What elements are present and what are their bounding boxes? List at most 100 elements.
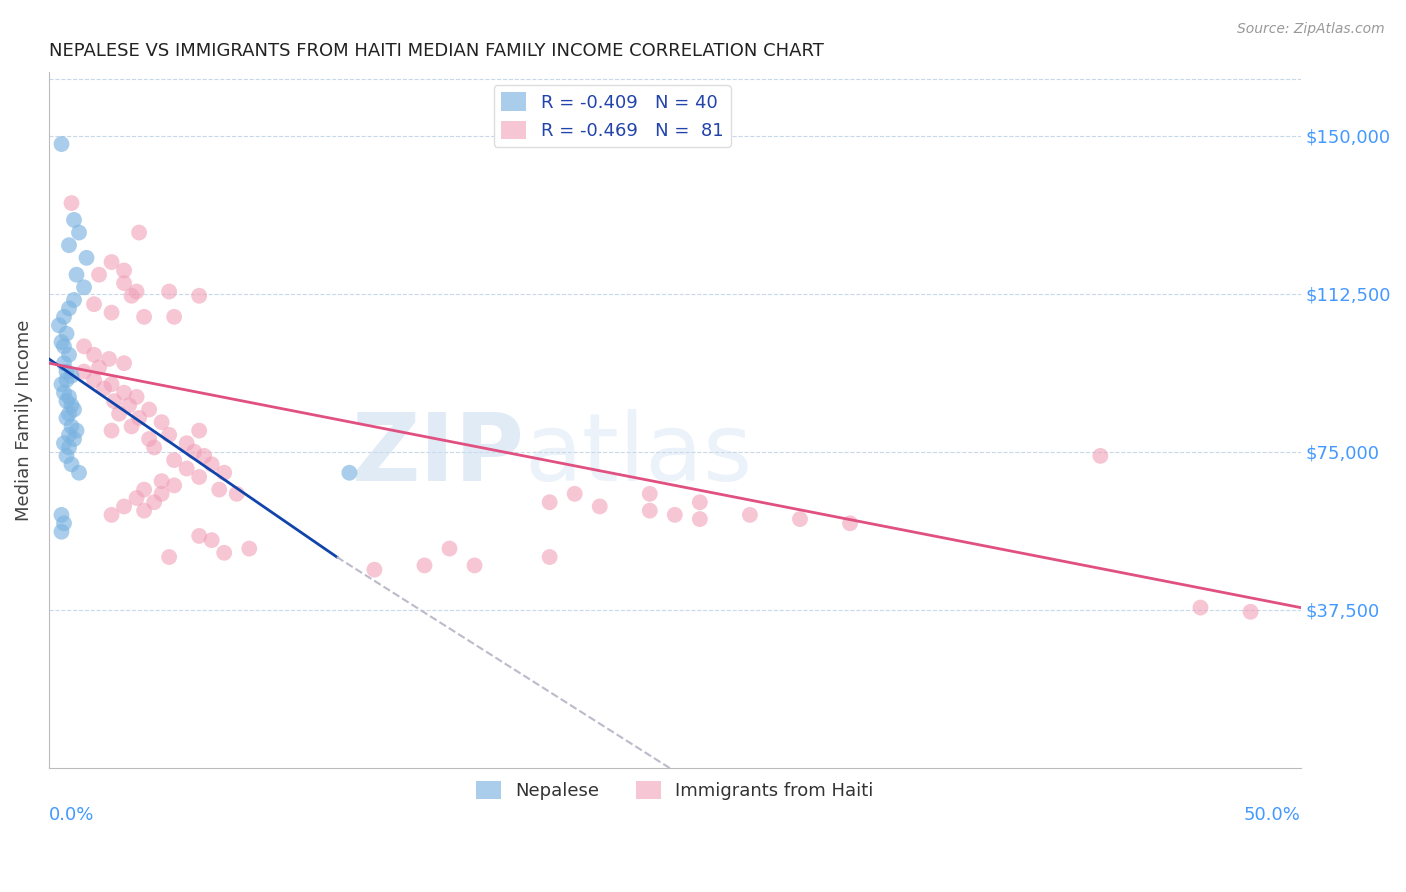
Point <box>150 415 173 429</box>
Point <box>201 533 224 548</box>
Point <box>73 365 96 379</box>
Point <box>638 503 661 517</box>
Point <box>789 512 811 526</box>
Point <box>118 398 141 412</box>
Point <box>188 424 211 438</box>
Point <box>163 453 186 467</box>
Point <box>638 487 661 501</box>
Point <box>121 419 143 434</box>
Point <box>143 441 166 455</box>
Point <box>1239 605 1261 619</box>
Point <box>150 487 173 501</box>
Point <box>212 546 235 560</box>
Y-axis label: Median Family Income: Median Family Income <box>15 319 32 521</box>
Point <box>738 508 761 522</box>
Point <box>689 495 711 509</box>
Point <box>100 508 122 522</box>
Point <box>58 238 80 252</box>
Point <box>193 449 215 463</box>
Point <box>157 427 180 442</box>
Point <box>55 365 77 379</box>
Text: 50.0%: 50.0% <box>1244 806 1301 824</box>
Point <box>363 563 385 577</box>
Text: atlas: atlas <box>524 409 752 500</box>
Point <box>76 251 98 265</box>
Point <box>51 524 73 539</box>
Text: ZIP: ZIP <box>352 409 524 500</box>
Point <box>112 276 135 290</box>
Point <box>100 305 122 319</box>
Point <box>67 226 90 240</box>
Point <box>121 289 143 303</box>
Point <box>212 466 235 480</box>
Point <box>60 196 83 211</box>
Point <box>73 280 96 294</box>
Point <box>58 390 80 404</box>
Point <box>55 411 77 425</box>
Point <box>67 466 90 480</box>
Point <box>51 335 73 350</box>
Point <box>464 558 486 573</box>
Point <box>63 213 86 227</box>
Text: NEPALESE VS IMMIGRANTS FROM HAITI MEDIAN FAMILY INCOME CORRELATION CHART: NEPALESE VS IMMIGRANTS FROM HAITI MEDIAN… <box>49 42 824 60</box>
Point <box>83 348 105 362</box>
Point <box>58 407 80 421</box>
Point <box>157 549 180 564</box>
Point <box>93 381 115 395</box>
Point <box>60 458 83 472</box>
Point <box>183 444 205 458</box>
Point <box>55 449 77 463</box>
Point <box>53 516 76 531</box>
Point <box>55 373 77 387</box>
Point <box>188 289 211 303</box>
Point <box>112 385 135 400</box>
Point <box>63 402 86 417</box>
Point <box>125 390 148 404</box>
Point <box>138 432 160 446</box>
Point <box>188 470 211 484</box>
Point <box>150 474 173 488</box>
Point <box>163 310 186 324</box>
Point <box>63 293 86 307</box>
Point <box>128 226 150 240</box>
Point <box>125 491 148 505</box>
Point <box>58 348 80 362</box>
Point <box>112 263 135 277</box>
Point <box>58 427 80 442</box>
Point <box>60 368 83 383</box>
Point <box>63 432 86 446</box>
Point <box>100 377 122 392</box>
Point <box>664 508 686 522</box>
Point <box>132 483 155 497</box>
Point <box>55 326 77 341</box>
Point <box>176 436 198 450</box>
Point <box>225 487 247 501</box>
Point <box>108 407 131 421</box>
Point <box>51 137 73 152</box>
Point <box>83 373 105 387</box>
Point <box>100 424 122 438</box>
Point <box>208 483 231 497</box>
Point <box>100 255 122 269</box>
Point <box>839 516 862 531</box>
Point <box>439 541 461 556</box>
Point <box>51 508 73 522</box>
Point <box>538 495 561 509</box>
Point <box>689 512 711 526</box>
Point <box>65 268 87 282</box>
Legend: Nepalese, Immigrants from Haiti: Nepalese, Immigrants from Haiti <box>468 773 882 807</box>
Point <box>87 360 110 375</box>
Text: 0.0%: 0.0% <box>49 806 94 824</box>
Point <box>73 339 96 353</box>
Point <box>176 461 198 475</box>
Text: Source: ZipAtlas.com: Source: ZipAtlas.com <box>1237 22 1385 37</box>
Point <box>65 424 87 438</box>
Point <box>337 466 360 480</box>
Point <box>157 285 180 299</box>
Point <box>60 398 83 412</box>
Point <box>55 394 77 409</box>
Point <box>132 503 155 517</box>
Point <box>125 285 148 299</box>
Point <box>201 458 224 472</box>
Point <box>589 500 612 514</box>
